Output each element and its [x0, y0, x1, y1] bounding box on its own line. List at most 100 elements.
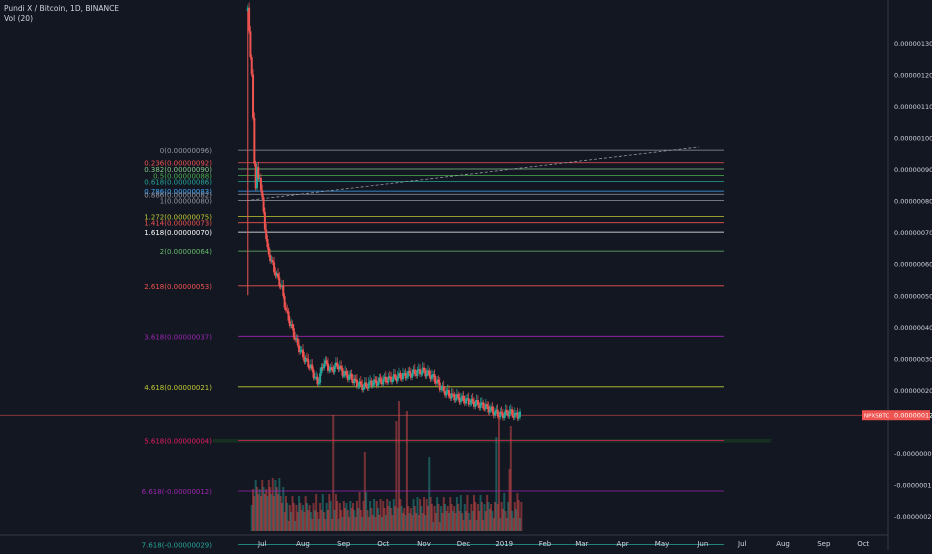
- fib-level-label: 0.382(0.00000090): [144, 166, 212, 174]
- candle-body: [307, 359, 310, 367]
- candle-body: [287, 311, 290, 321]
- volume-bar: [299, 503, 302, 531]
- candle-body: [512, 415, 515, 418]
- volume-bar: [453, 506, 456, 531]
- volume-bar: [487, 502, 490, 531]
- fib-level-label: 7.618(-0.00000029): [142, 542, 213, 550]
- candle-body: [444, 390, 447, 396]
- price-axis-tick-label: 0.00000110: [894, 103, 932, 111]
- candle-body: [379, 377, 382, 382]
- price-axis-tick-label: 0.00000020: [894, 387, 932, 395]
- candle-body: [278, 277, 281, 287]
- volume-bar: [496, 504, 499, 531]
- volume-bar: [325, 503, 328, 531]
- time-axis-tick-label: Jul: [257, 540, 267, 548]
- candle-body: [386, 382, 389, 384]
- candle-body: [516, 412, 519, 419]
- candle-body: [279, 286, 282, 288]
- volume-bar: [386, 499, 389, 531]
- candle-body: [349, 373, 352, 377]
- candle-body: [492, 411, 495, 416]
- candle-body: [483, 408, 486, 410]
- candle-body: [304, 358, 307, 362]
- candle-body: [330, 367, 333, 370]
- volume-bar: [334, 494, 337, 531]
- candle-body: [448, 390, 450, 397]
- candle-body: [517, 416, 520, 419]
- time-axis-tick-label: Feb: [539, 540, 552, 548]
- volume-bar: [261, 480, 264, 531]
- volume-bar: [307, 510, 310, 531]
- candle-body: [365, 382, 368, 387]
- candle-body: [475, 400, 478, 404]
- volume-bar: [512, 518, 515, 531]
- candle-body: [511, 409, 514, 416]
- candle-body: [274, 272, 277, 276]
- volume-bar: [499, 518, 502, 531]
- candle-body: [436, 379, 439, 384]
- candle-body: [296, 338, 299, 346]
- volume-bar: [407, 506, 410, 531]
- candle-body: [425, 373, 428, 377]
- fib-level-label: 0.786(0.00000083): [144, 188, 212, 196]
- volume-bar: [287, 521, 290, 531]
- volume-bar: [316, 512, 319, 531]
- price-axis-tick-label: 0.00000080: [894, 198, 932, 206]
- candle-body: [362, 386, 365, 390]
- candle-body: [303, 357, 306, 362]
- volume-bar: [300, 510, 303, 531]
- volume-bar: [398, 401, 401, 531]
- volume-bar: [442, 497, 445, 531]
- volume-bar: [277, 494, 280, 531]
- candle-body: [336, 362, 339, 367]
- volume-bar: [338, 503, 341, 531]
- volume-bar: [457, 504, 460, 531]
- volume-bar: [450, 504, 453, 531]
- volume-bar: [312, 503, 315, 531]
- candle-body: [320, 367, 323, 374]
- volume-bar: [313, 510, 316, 531]
- candle-body: [373, 379, 376, 386]
- volume-bar: [484, 511, 487, 531]
- fib-level-label: 1.414(0.00000073): [144, 220, 212, 228]
- volume-bar: [421, 513, 424, 531]
- volume-bar: [294, 521, 297, 531]
- candle-body: [269, 254, 272, 262]
- volume-bar: [403, 508, 406, 531]
- price-axis-tick-label: 0.00000030: [894, 355, 932, 363]
- candle-body: [341, 368, 344, 376]
- volume-bar: [382, 501, 385, 531]
- candle-body: [351, 380, 354, 384]
- volume-bar: [420, 506, 423, 531]
- candle-body: [350, 373, 353, 381]
- candle-body: [419, 369, 422, 375]
- candle-body: [359, 381, 362, 385]
- candle-body: [451, 393, 454, 395]
- candle-body: [426, 370, 429, 374]
- candle-body: [249, 31, 252, 58]
- candle-body: [319, 373, 322, 383]
- volume-bar: [508, 469, 511, 531]
- candle-body: [432, 374, 435, 376]
- candle-body: [499, 411, 502, 417]
- fib-level-label: 3.618(0.00000037): [144, 333, 212, 341]
- volume-bar: [254, 480, 257, 531]
- time-axis-tick-label: May: [655, 540, 669, 548]
- time-axis-tick-label: Jun: [696, 540, 708, 548]
- volume-bar: [359, 510, 362, 531]
- candle-body: [294, 337, 297, 340]
- volume-bar: [309, 512, 312, 531]
- volume-bar: [288, 505, 291, 531]
- volume-bar: [376, 508, 379, 531]
- candle-body: [348, 376, 351, 380]
- volume-bar: [336, 501, 339, 531]
- candle-body: [357, 386, 360, 388]
- fib-level-label: 2.618(0.00000053): [144, 283, 212, 291]
- volume-bar: [517, 500, 520, 531]
- candle-body: [340, 365, 343, 369]
- candle-body: [401, 373, 404, 380]
- volume-bar: [250, 505, 253, 531]
- candle-body: [338, 365, 341, 370]
